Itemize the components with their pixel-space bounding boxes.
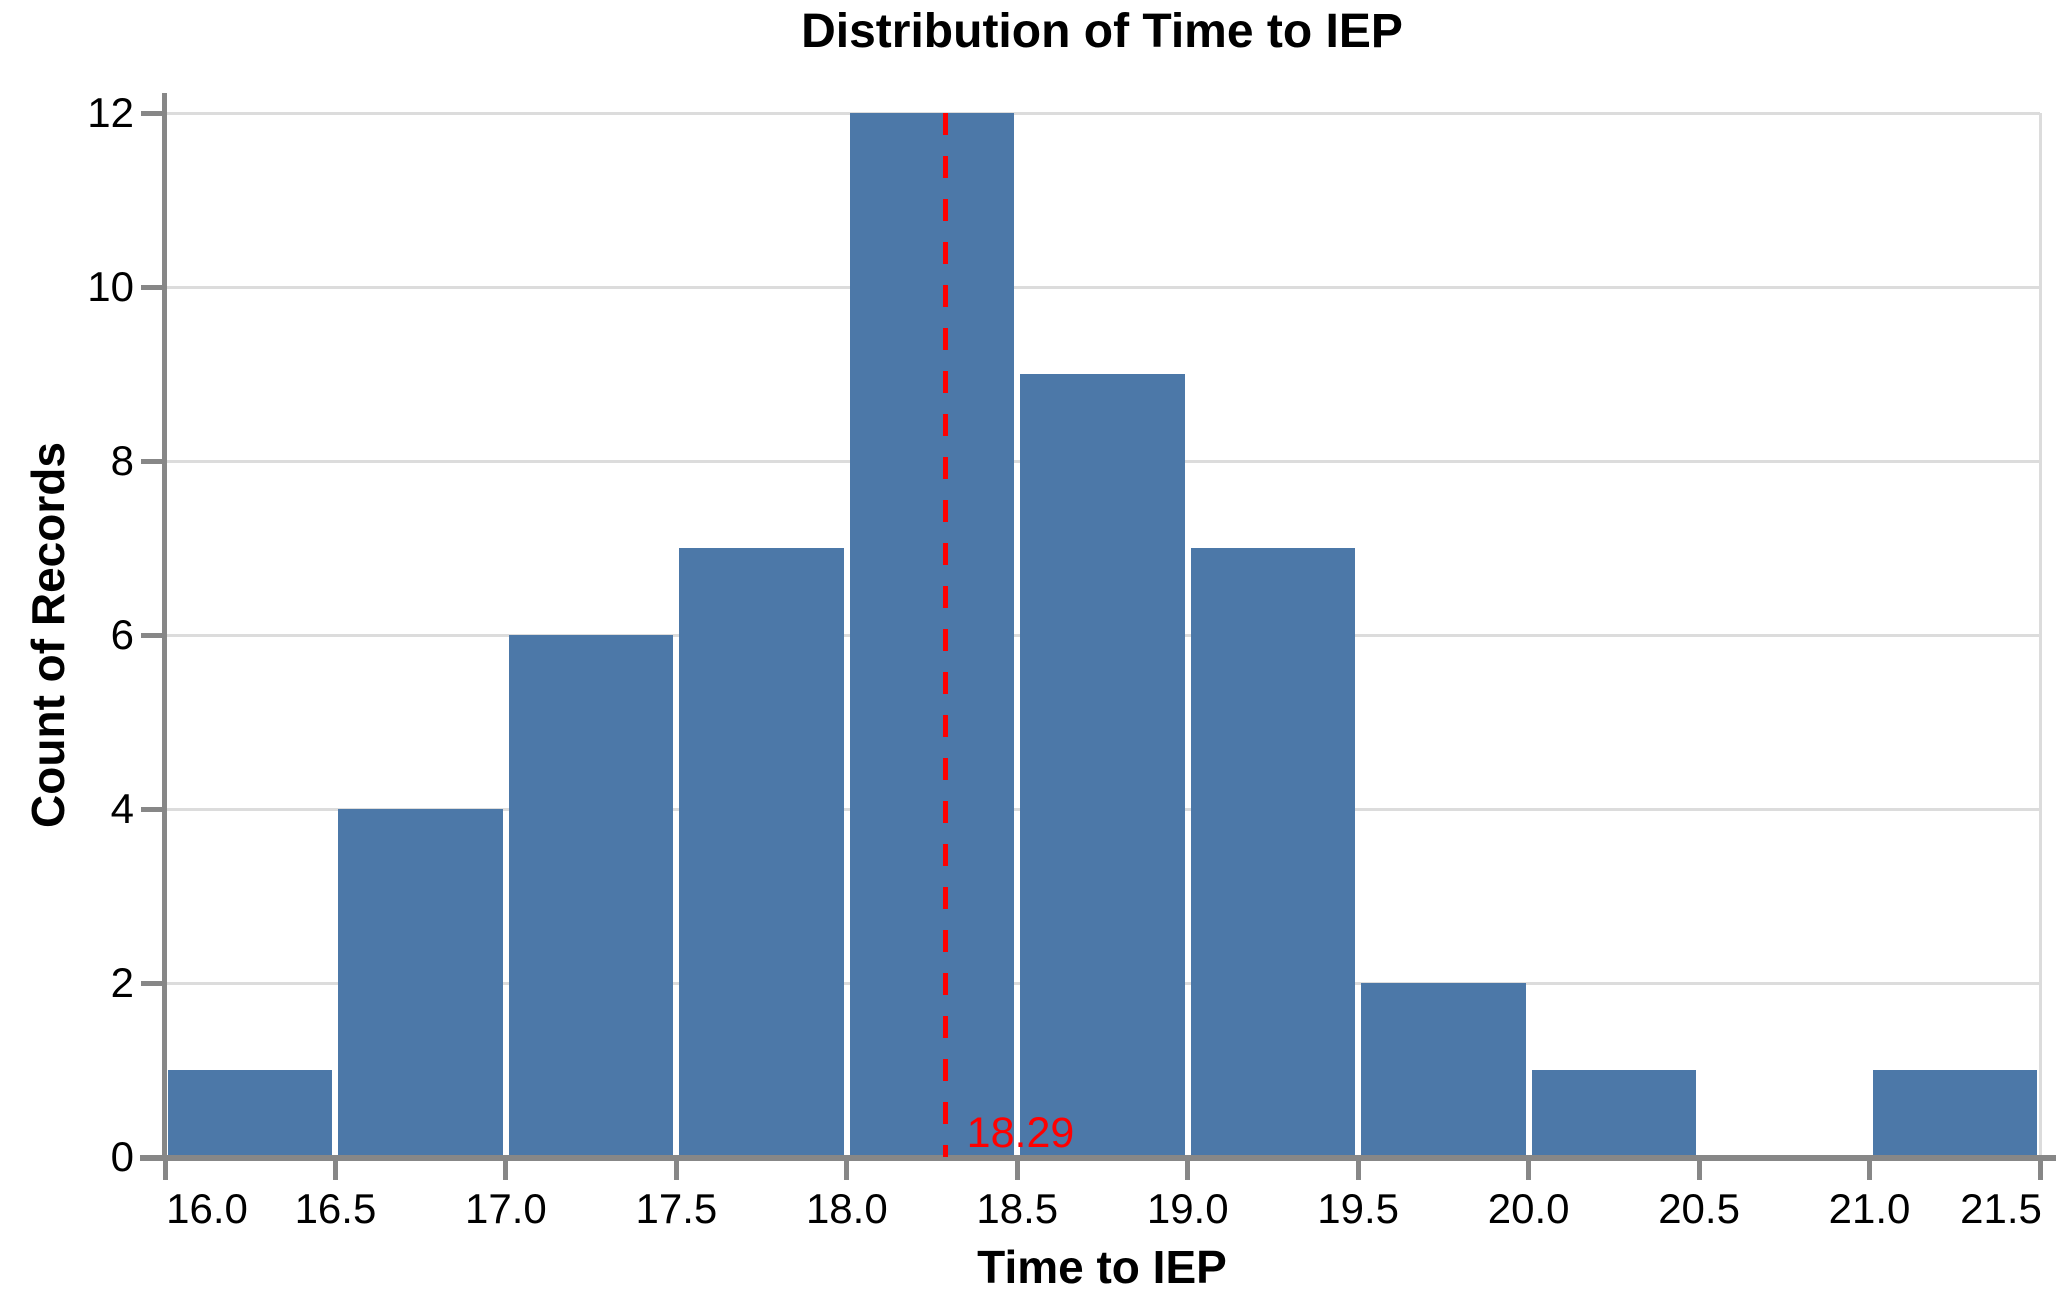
y-gridline [165, 285, 2040, 289]
histogram-bar [338, 809, 503, 1157]
histogram-bar [168, 1070, 333, 1157]
x-tick-label: 16.0 [166, 1185, 248, 1232]
histogram-bar [508, 635, 674, 1157]
x-tick [1355, 1157, 1361, 1180]
y-tick [141, 632, 163, 638]
y-gridline [165, 111, 2040, 115]
x-tick [673, 1157, 679, 1180]
x-tick-label: 17.0 [465, 1185, 547, 1232]
x-tick [1185, 1157, 1191, 1180]
y-tick-label: 8 [110, 437, 134, 484]
histogram-bar [1190, 548, 1356, 1157]
x-tick-label: 21.5 [1960, 1185, 2042, 1232]
plot-right-border [2038, 113, 2042, 1157]
x-tick-label: 17.5 [635, 1185, 718, 1232]
y-tick [141, 458, 163, 464]
histogram-bar [1872, 1070, 2037, 1157]
y-tick-label: 4 [110, 785, 134, 832]
histogram-bar [849, 113, 1015, 1157]
y-tick-label: 6 [110, 611, 134, 658]
y-tick-label: 10 [87, 263, 134, 310]
x-tick [2037, 1157, 2043, 1180]
x-tick-label: 18.0 [805, 1185, 888, 1232]
x-tick-label: 16.5 [294, 1185, 377, 1232]
x-tick [1526, 1157, 1532, 1180]
mean-value-label: 18.29 [966, 1109, 1075, 1157]
x-tick [1696, 1157, 1702, 1180]
y-tick [141, 806, 163, 812]
x-tick-label: 21.0 [1828, 1185, 1911, 1232]
y-tick [141, 980, 163, 986]
y-tick [141, 110, 163, 116]
y-axis-line [162, 93, 167, 1160]
x-tick [332, 1157, 338, 1180]
x-axis-title: Time to IEP [977, 1241, 1227, 1293]
x-axis-line [140, 1155, 2056, 1161]
histogram-bar [1361, 983, 1526, 1157]
x-tick-label: 19.0 [1146, 1185, 1229, 1232]
x-tick-label: 18.5 [976, 1185, 1059, 1232]
x-tick [503, 1157, 509, 1180]
y-tick [141, 284, 163, 290]
mean-dashed-line [943, 113, 949, 1157]
y-tick [141, 1154, 163, 1160]
x-tick-label: 20.0 [1487, 1185, 1570, 1232]
y-tick-label: 12 [87, 89, 134, 136]
x-tick [1014, 1157, 1020, 1180]
y-tick-label: 2 [110, 959, 134, 1006]
x-tick [162, 1157, 168, 1180]
x-tick-label: 20.5 [1658, 1185, 1740, 1232]
x-tick [1867, 1157, 1873, 1180]
histogram-bar [679, 548, 844, 1157]
histogram-bar [1020, 374, 1185, 1157]
x-tick-label: 19.5 [1317, 1185, 1400, 1232]
chart-title: Distribution of Time to IEP [801, 5, 1403, 58]
x-tick [844, 1157, 850, 1180]
histogram-bar [1531, 1070, 1697, 1157]
y-tick-label: 0 [110, 1133, 134, 1180]
